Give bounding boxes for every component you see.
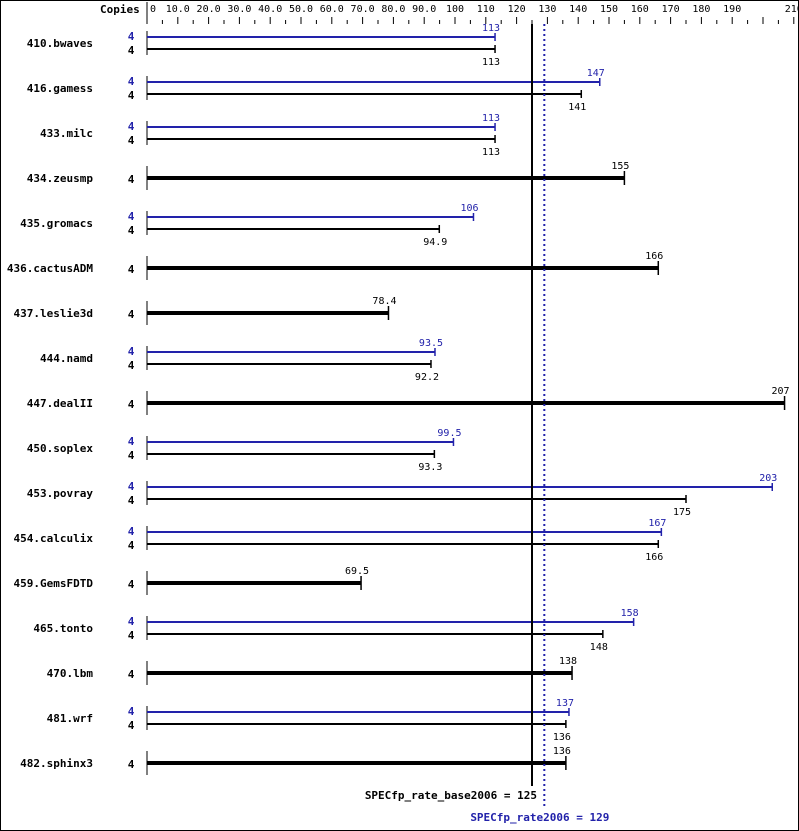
- benchmark-label: 465.tonto: [33, 622, 93, 635]
- base-copies: 4: [128, 719, 135, 732]
- peak-metric-label: SPECfp_rate2006 = 129: [470, 811, 609, 824]
- peak-value-label: 137: [556, 698, 574, 709]
- base-value-label: 92.2: [415, 372, 439, 383]
- base-copies: 4: [128, 398, 135, 411]
- peak-copies: 4: [128, 30, 135, 43]
- base-copies: 4: [128, 359, 135, 372]
- benchmark-label: 470.lbm: [47, 667, 94, 680]
- benchmark-label: 436.cactusADM: [7, 262, 93, 275]
- base-metric-label: SPECfp_rate_base2006 = 125: [365, 789, 537, 802]
- peak-copies: 4: [128, 345, 135, 358]
- benchmark-label: 437.leslie3d: [14, 307, 93, 320]
- peak-copies: 4: [128, 435, 135, 448]
- base-value-label: 207: [772, 386, 790, 397]
- peak-copies: 4: [128, 525, 135, 538]
- base-copies: 4: [128, 224, 135, 237]
- base-copies: 4: [128, 758, 135, 771]
- tick-label: 150: [600, 4, 618, 15]
- base-copies: 4: [128, 134, 135, 147]
- peak-copies: 4: [128, 210, 135, 223]
- tick-label: 170: [662, 4, 680, 15]
- peak-copies: 4: [128, 75, 135, 88]
- peak-value-label: 113: [482, 23, 500, 34]
- peak-value-label: 147: [587, 68, 605, 79]
- benchmark-label: 434.zeusmp: [27, 172, 94, 185]
- tick-label: 90.0: [412, 4, 436, 15]
- peak-value-label: 93.5: [419, 338, 443, 349]
- benchmark-label: 482.sphinx3: [20, 757, 93, 770]
- base-value-label: 93.3: [418, 462, 442, 473]
- base-value-label: 113: [482, 57, 500, 68]
- tick-label: 100: [446, 4, 464, 15]
- peak-value-label: 99.5: [437, 428, 461, 439]
- peak-value-label: 113: [482, 113, 500, 124]
- tick-label: 180: [692, 4, 710, 15]
- base-value-label: 175: [673, 507, 691, 518]
- benchmark-label: 435.gromacs: [20, 217, 93, 230]
- base-copies: 4: [128, 263, 135, 276]
- tick-label: 80.0: [381, 4, 405, 15]
- peak-value-label: 158: [621, 608, 639, 619]
- tick-label: 190: [723, 4, 741, 15]
- base-value-label: 148: [590, 642, 608, 653]
- tick-label: 20.0: [197, 4, 221, 15]
- copies-header: Copies: [100, 3, 140, 16]
- benchmark-label: 459.GemsFDTD: [14, 577, 94, 590]
- base-value-label: 138: [559, 656, 577, 667]
- tick-label: 10.0: [166, 4, 190, 15]
- base-copies: 4: [128, 308, 135, 321]
- base-copies: 4: [128, 89, 135, 102]
- tick-label: 210: [785, 4, 799, 15]
- benchmark-label: 453.povray: [27, 487, 94, 500]
- tick-label: 0: [150, 4, 156, 15]
- base-value-label: 136: [553, 732, 571, 743]
- peak-copies: 4: [128, 120, 135, 133]
- base-value-label: 155: [611, 161, 629, 172]
- benchmark-label: 450.soplex: [27, 442, 94, 455]
- peak-value-label: 203: [759, 473, 777, 484]
- benchmark-label: 433.milc: [40, 127, 93, 140]
- tick-label: 70.0: [351, 4, 375, 15]
- base-copies: 4: [128, 449, 135, 462]
- base-copies: 4: [128, 629, 135, 642]
- tick-label: 60.0: [320, 4, 344, 15]
- tick-label: 50.0: [289, 4, 313, 15]
- base-value-label: 141: [568, 102, 586, 113]
- peak-copies: 4: [128, 480, 135, 493]
- tick-label: 140: [569, 4, 587, 15]
- peak-copies: 4: [128, 615, 135, 628]
- peak-copies: 4: [128, 705, 135, 718]
- base-copies: 4: [128, 668, 135, 681]
- tick-label: 160: [631, 4, 649, 15]
- base-copies: 4: [128, 494, 135, 507]
- base-value-label: 113: [482, 147, 500, 158]
- benchmark-label: 410.bwaves: [27, 37, 93, 50]
- base-value-label: 136: [553, 746, 571, 757]
- benchmark-label: 454.calculix: [14, 532, 94, 545]
- base-copies: 4: [128, 173, 135, 186]
- benchmark-label: 447.dealII: [27, 397, 93, 410]
- tick-label: 120: [508, 4, 526, 15]
- benchmark-label: 481.wrf: [47, 712, 93, 725]
- peak-value-label: 167: [648, 518, 666, 529]
- base-value-label: 78.4: [372, 296, 396, 307]
- base-value-label: 94.9: [423, 237, 447, 248]
- tick-label: 110: [477, 4, 495, 15]
- base-value-label: 166: [645, 552, 663, 563]
- tick-label: 30.0: [227, 4, 251, 15]
- base-value-label: 69.5: [345, 566, 369, 577]
- benchmark-label: 444.namd: [40, 352, 93, 365]
- tick-label: 130: [538, 4, 556, 15]
- base-copies: 4: [128, 539, 135, 552]
- peak-value-label: 106: [460, 203, 478, 214]
- base-copies: 4: [128, 578, 135, 591]
- base-copies: 4: [128, 44, 135, 57]
- benchmark-label: 416.gamess: [27, 82, 93, 95]
- tick-label: 40.0: [258, 4, 282, 15]
- base-value-label: 166: [645, 251, 663, 262]
